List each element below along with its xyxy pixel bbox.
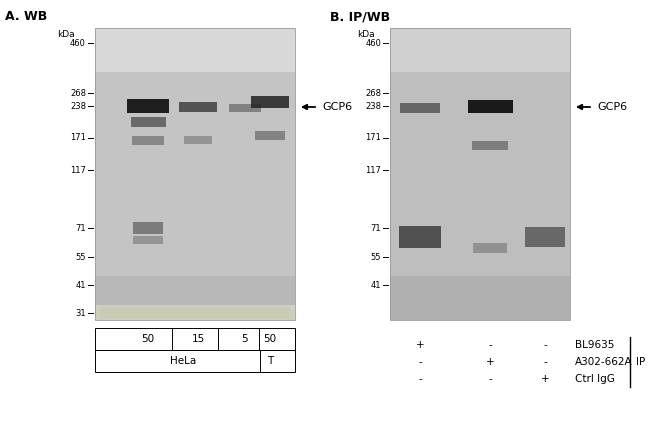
Text: 268: 268	[70, 88, 86, 97]
Bar	[95, 72, 295, 276]
Bar	[95, 350, 295, 372]
Text: 460: 460	[365, 39, 381, 48]
Text: GCP6: GCP6	[597, 102, 627, 112]
Text: 50: 50	[263, 334, 276, 344]
Text: 15: 15	[191, 334, 205, 344]
Text: T: T	[267, 356, 273, 366]
Bar	[525, 227, 565, 247]
Text: 238: 238	[70, 102, 86, 111]
Text: -: -	[543, 357, 547, 367]
Text: +: +	[486, 357, 494, 367]
Bar	[132, 136, 164, 144]
Text: A302-662A: A302-662A	[575, 357, 632, 367]
Text: +: +	[416, 340, 424, 350]
Bar	[229, 104, 261, 112]
Text: -: -	[488, 374, 492, 384]
Text: IP: IP	[636, 357, 645, 367]
Text: 31: 31	[75, 309, 86, 317]
Bar	[95, 276, 295, 320]
Text: 171: 171	[365, 133, 381, 142]
FancyBboxPatch shape	[100, 307, 290, 319]
Text: 55: 55	[370, 252, 381, 261]
Text: HeLa: HeLa	[170, 356, 196, 366]
Bar	[95, 328, 295, 350]
Bar	[390, 72, 570, 276]
Text: 171: 171	[70, 133, 86, 142]
Text: -: -	[418, 357, 422, 367]
Text: kDa: kDa	[57, 30, 75, 39]
Bar	[95, 28, 295, 72]
Bar	[95, 28, 295, 320]
Text: 460: 460	[70, 39, 86, 48]
Text: 238: 238	[365, 102, 381, 111]
Bar	[399, 226, 441, 248]
Text: Ctrl IgG: Ctrl IgG	[575, 374, 615, 384]
Bar	[472, 141, 508, 150]
Bar	[184, 136, 212, 144]
Bar	[131, 117, 166, 127]
Bar	[133, 236, 163, 244]
Bar	[255, 130, 285, 139]
Bar	[133, 222, 163, 234]
Text: 117: 117	[70, 165, 86, 175]
Text: 55: 55	[75, 252, 86, 261]
Text: 117: 117	[365, 165, 381, 175]
Text: 71: 71	[75, 224, 86, 232]
Text: 268: 268	[365, 88, 381, 97]
Text: 50: 50	[142, 334, 155, 344]
Text: -: -	[488, 340, 492, 350]
Text: 71: 71	[370, 224, 381, 232]
Bar	[127, 99, 169, 113]
Text: 41: 41	[370, 280, 381, 289]
Text: A. WB: A. WB	[5, 10, 47, 23]
Text: 41: 41	[75, 280, 86, 289]
Text: BL9635: BL9635	[575, 340, 614, 350]
Bar	[467, 99, 512, 113]
Bar	[179, 102, 217, 112]
Bar	[390, 28, 570, 320]
Text: kDa: kDa	[357, 30, 374, 39]
Bar	[95, 305, 295, 320]
Text: -: -	[418, 374, 422, 384]
Text: B. IP/WB: B. IP/WB	[330, 10, 390, 23]
Bar	[390, 276, 570, 320]
Bar	[473, 243, 507, 253]
Text: GCP6: GCP6	[322, 102, 352, 112]
Bar	[390, 28, 570, 72]
Bar	[251, 96, 289, 108]
Text: -: -	[543, 340, 547, 350]
Text: +: +	[541, 374, 549, 384]
Text: 5: 5	[242, 334, 248, 344]
Bar	[400, 103, 440, 113]
